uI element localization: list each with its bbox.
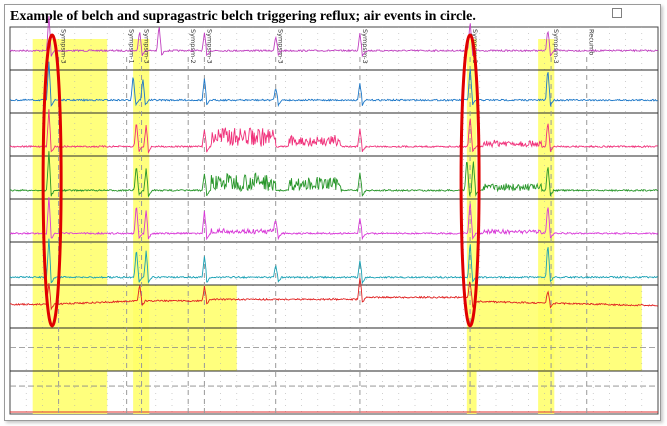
event-marker-label: Sympsm-1 (128, 29, 136, 64)
trace-channel-7 (10, 278, 658, 311)
air-event-circle (41, 33, 63, 328)
trace-channel-3 (9, 109, 658, 154)
event-marker-label: Sympsm-3 (60, 29, 68, 64)
trace-channel-6 (9, 238, 658, 285)
event-marker-label: Sympsm-3 (552, 29, 560, 64)
event-marker-label: Recumb (588, 29, 596, 55)
window-restore-icon[interactable] (612, 8, 622, 18)
chart-frame (4, 4, 661, 421)
event-marker-label: Sympsm-3 (471, 29, 479, 64)
event-marker-label: Sympsm-3 (277, 29, 285, 64)
trace-channel-4 (9, 151, 658, 198)
trace-channel-5 (9, 197, 659, 241)
trace-channel-1 (9, 15, 658, 58)
event-marker-label: Sympsm-2 (189, 29, 197, 64)
event-marker-label: Sympsm-3 (205, 29, 213, 64)
air-event-circle (459, 33, 481, 328)
event-marker-label: Sympsm-3 (143, 29, 151, 64)
trace-channel-2 (9, 61, 658, 108)
event-marker-label: Sympsm-3 (361, 29, 369, 64)
page-title: Example of belch and supragastric belch … (10, 9, 476, 24)
